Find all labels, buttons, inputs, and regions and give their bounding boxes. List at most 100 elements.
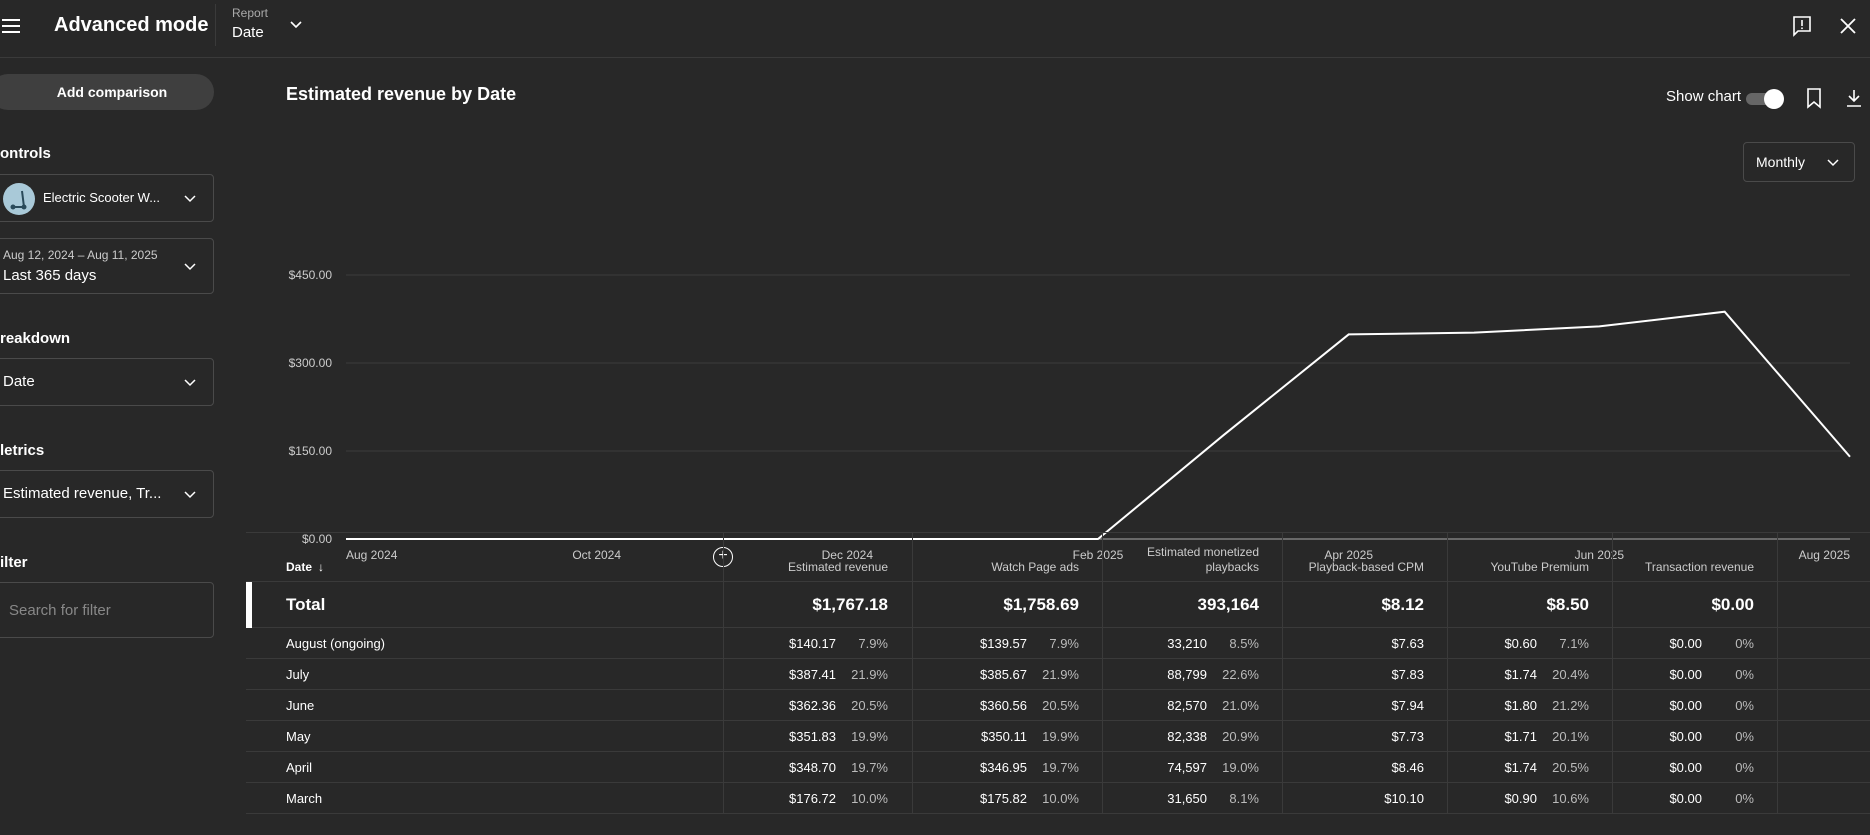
column-header[interactable]: Transaction revenue (1645, 560, 1754, 574)
row-label: March (286, 791, 323, 806)
cell-value: $140.17 (789, 636, 836, 651)
chevron-down-icon[interactable] (288, 16, 304, 32)
channel-select[interactable]: Electric Scooter W... (0, 174, 214, 222)
cell-value: $0.00 (1669, 667, 1702, 682)
total-value: 393,164 (1197, 595, 1259, 614)
cell-percent: 19.7% (851, 760, 888, 775)
column-header[interactable]: Watch Page ads (991, 560, 1079, 574)
cell-percent: 20.1% (1552, 729, 1589, 744)
add-comparison-button[interactable]: Add comparison (0, 74, 214, 110)
controls-label: ontrols (0, 145, 51, 162)
cell-value: $1.71 (1504, 729, 1537, 744)
date-range-select[interactable]: Aug 12, 2024 – Aug 11, 2025 Last 365 day… (0, 238, 214, 294)
cell-percent: 21.9% (1042, 667, 1079, 682)
x-tick-label: Feb 2025 (1073, 548, 1124, 562)
table-row[interactable]: April $348.70 19.7% $346.95 19.7% 74,597 19.0%… (246, 752, 1870, 783)
x-tick-label: Oct 2024 (572, 548, 621, 562)
cell-percent: 0% (1735, 667, 1754, 682)
total-label: Total (286, 595, 326, 614)
total-value: $1,767.18 (812, 595, 888, 614)
cell-value: $139.57 (980, 636, 1027, 651)
cell-percent: 7.9% (858, 636, 888, 651)
metrics-select[interactable]: Estimated revenue, Tr... (0, 470, 214, 518)
column-header[interactable]: Playback-based CPM (1308, 560, 1424, 574)
series-line (346, 310, 1851, 540)
column-header[interactable]: Estimated revenue (787, 560, 888, 574)
chevron-down-icon (184, 379, 196, 387)
report-value[interactable]: Date (232, 24, 264, 41)
cell-value: $346.95 (980, 760, 1027, 775)
table-row[interactable]: March $176.72 10.0% $175.82 10.0% 31,650 8.1% $… (246, 783, 1870, 814)
x-tick-label: Apr 2025 (1324, 548, 1373, 562)
channel-avatar (3, 183, 35, 215)
cell-percent: 20.5% (1042, 698, 1079, 713)
cell-value: $8.46 (1391, 760, 1424, 775)
row-label: August (ongoing) (286, 636, 386, 651)
cell-value: 82,570 (1167, 698, 1207, 713)
x-tick-label: Aug 2024 (346, 548, 398, 562)
cell-value: 88,799 (1167, 667, 1207, 682)
cell-value: $7.94 (1391, 698, 1424, 713)
cell-percent: 10.0% (851, 791, 888, 806)
menu-icon[interactable] (0, 14, 24, 38)
filter-input[interactable] (0, 582, 214, 638)
close-icon[interactable] (1836, 14, 1860, 38)
column-header-date[interactable]: Date ↓ (286, 533, 386, 583)
cell-value: 31,650 (1167, 791, 1207, 806)
table-row[interactable]: July $387.41 21.9% $385.67 21.9% 88,799 22.6% $… (246, 659, 1870, 690)
column-separator (723, 532, 724, 814)
cell-value: $387.41 (789, 667, 836, 682)
cell-value: $0.00 (1669, 698, 1702, 713)
column-separator (1447, 532, 1448, 814)
breakdown-label: reakdown (0, 330, 71, 347)
cell-percent: 0% (1735, 729, 1754, 744)
cell-percent: 8.5% (1229, 636, 1259, 651)
total-value: $8.12 (1381, 595, 1424, 614)
y-tick-label: $0.00 (302, 532, 332, 546)
top-bar: Advanced mode Report Date (0, 0, 1870, 58)
column-separator (1282, 532, 1283, 814)
cell-value: $175.82 (980, 791, 1027, 806)
cell-percent: 22.6% (1222, 667, 1259, 682)
filter-label: ilter (0, 554, 28, 571)
total-row-indicator (246, 582, 252, 628)
column-header[interactable]: Estimated monetized playbacks (1146, 545, 1259, 574)
show-chart-toggle[interactable] (1746, 88, 1784, 109)
header-divider (215, 4, 216, 46)
cell-percent: 19.9% (851, 729, 888, 744)
cell-percent: 10.0% (1042, 791, 1079, 806)
column-header[interactable]: YouTube Premium (1490, 560, 1590, 574)
sort-arrow-icon: ↓ (318, 560, 325, 574)
row-label: July (286, 667, 310, 682)
breakdown-select[interactable]: Date (0, 358, 214, 406)
feedback-icon[interactable] (1790, 14, 1814, 38)
cell-value: $1.80 (1504, 698, 1537, 713)
breakdown-value: Date (3, 373, 35, 390)
bookmark-icon[interactable] (1802, 86, 1826, 110)
cell-value: $0.00 (1669, 791, 1702, 806)
total-value: $0.00 (1711, 595, 1754, 614)
chart-title: Estimated revenue by Date (286, 84, 517, 104)
granularity-select[interactable]: Monthly (1743, 142, 1855, 182)
y-tick-label: $450.00 (289, 268, 333, 282)
metrics-value: Estimated revenue, Tr... (3, 485, 162, 502)
cell-value: $0.90 (1504, 791, 1537, 806)
cell-value: $1.74 (1504, 760, 1537, 775)
table-row[interactable]: June $362.36 20.5% $360.56 20.5% 82,570 21.0% $… (246, 690, 1870, 721)
cell-value: $0.00 (1669, 760, 1702, 775)
date-range-value: Last 365 days (3, 267, 97, 284)
download-icon[interactable] (1842, 86, 1866, 110)
cell-percent: 21.9% (851, 667, 888, 682)
x-tick-label: Aug 2025 (1799, 548, 1851, 562)
cell-value: 74,597 (1167, 760, 1207, 775)
table-row[interactable]: August (ongoing) $140.17 7.9% $139.57 7.9% 33… (246, 628, 1870, 659)
granularity-value: Monthly (1756, 154, 1806, 170)
cell-percent: 21.0% (1222, 698, 1259, 713)
column-separator (1612, 532, 1613, 814)
cell-percent: 0% (1735, 698, 1754, 713)
channel-name: Electric Scooter W... (43, 190, 161, 205)
report-label: Report (232, 6, 269, 20)
table-row[interactable]: May $351.83 19.9% $350.11 19.9% 82,338 20.9% $7… (246, 721, 1870, 752)
cell-value: $362.36 (789, 698, 836, 713)
